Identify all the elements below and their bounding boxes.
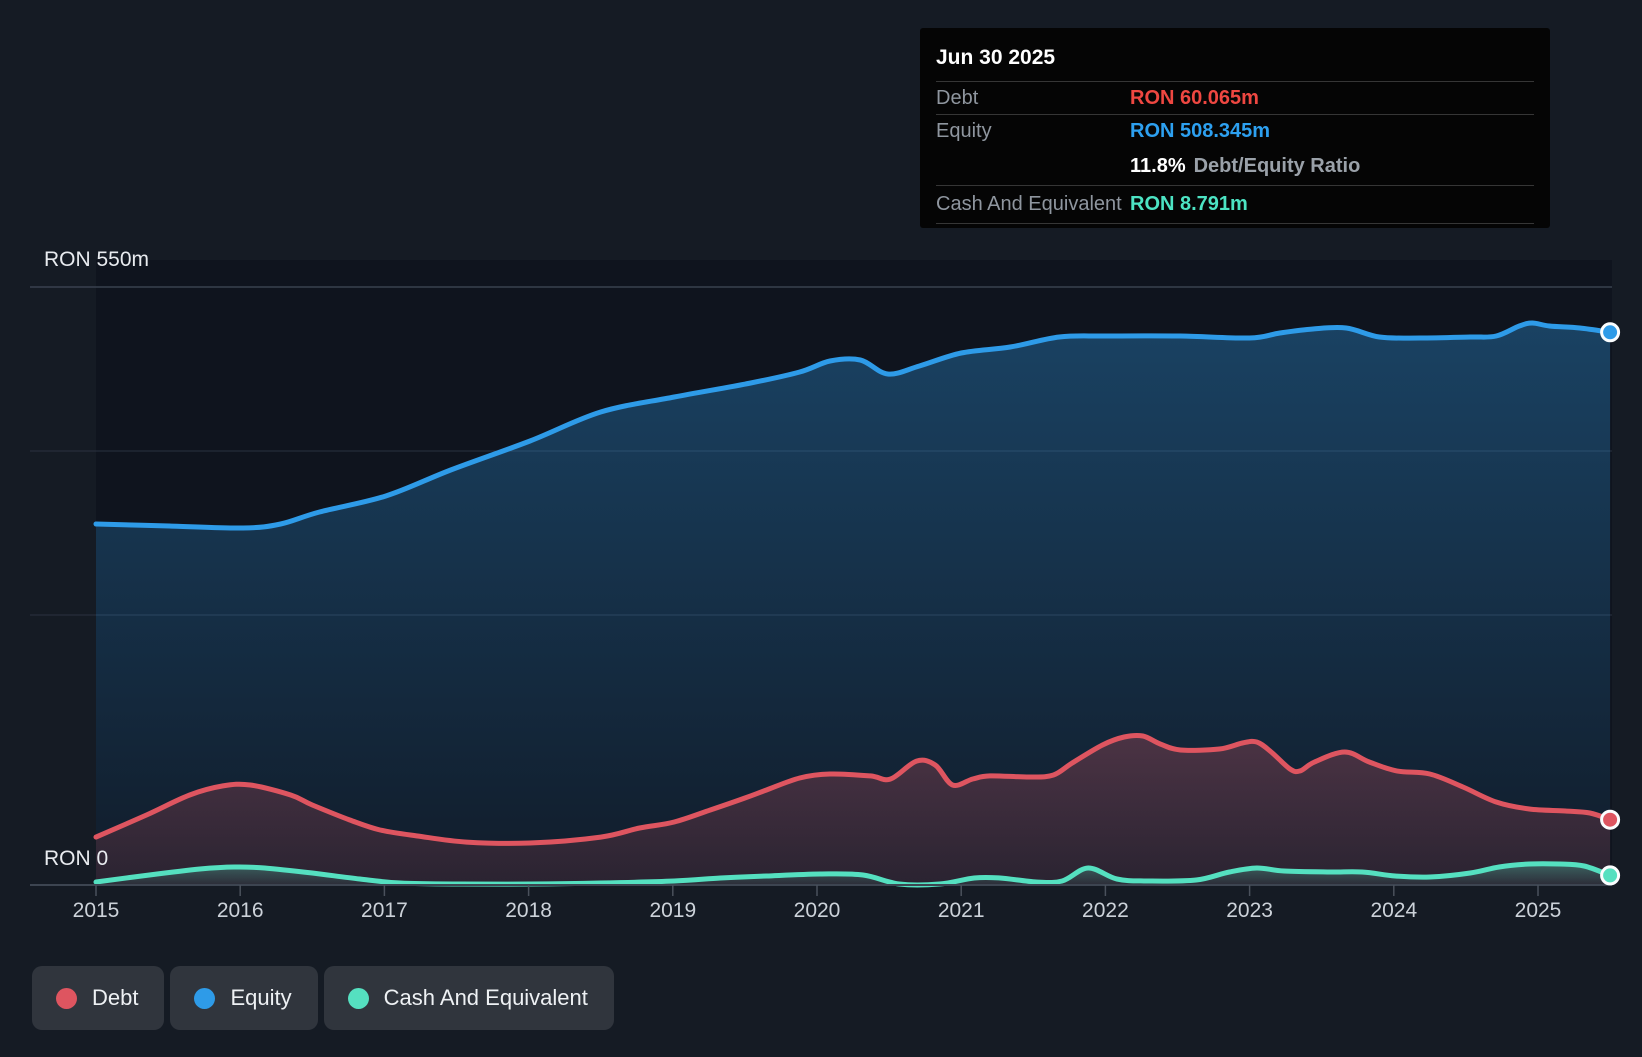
x-axis-label-2015: 2015 [72,899,120,922]
tooltip-date: Jun 30 2025 [936,42,1534,82]
cash-and-equivalent-end-marker[interactable] [1600,865,1621,886]
legend-debt-label: Debt [92,985,139,1010]
equity-end-marker[interactable] [1600,322,1621,343]
legend-cash-label: Cash And Equivalent [383,985,588,1010]
y-axis-zero-label: RON 0 [44,847,109,870]
tooltip-ratio-label: Debt/Equity Ratio [1193,155,1361,177]
debt-end-marker[interactable] [1600,809,1621,830]
x-axis-label-2022: 2022 [1082,899,1129,922]
tooltip-row-debt: Debt RON 60.065m [936,82,1534,115]
x-axis-label-2024: 2024 [1370,899,1418,922]
x-axis-label-2017: 2017 [361,899,408,922]
tooltip-ratio: 11.8% Debt/Equity Ratio [1130,155,1360,178]
x-axis-label-2019: 2019 [649,899,697,922]
tooltip-debt-label: Debt [936,86,979,109]
tooltip-row-equity: Equity RON 508.345m [936,115,1534,148]
tooltip-debt-value: RON 60.065m [1130,86,1259,109]
y-axis-max-label: RON 550m [44,248,150,271]
tooltip-cash-label: Cash And Equivalent [936,193,1122,215]
cash-dot-icon [347,987,369,1009]
tooltip-row-ratio: 11.8% Debt/Equity Ratio [936,148,1534,186]
x-axis-label-2021: 2021 [937,899,985,922]
x-axis-label-2018: 2018 [505,899,552,922]
tooltip-cash-value: RON 8.791m [1130,193,1248,215]
chart-tooltip: Jun 30 2025 Debt RON 60.065m Equity RON … [920,28,1550,228]
legend-item-debt[interactable]: Debt [32,966,165,1030]
tooltip-equity-label: Equity [936,120,992,142]
x-axis-label-2025: 2025 [1514,899,1562,922]
legend-item-equity[interactable]: Equity [170,966,318,1030]
tooltip-row-cash: Cash And Equivalent RON 8.791m [936,186,1534,224]
tooltip-equity-value: RON 508.345m [1130,120,1271,142]
equity-line[interactable] [93,320,1613,531]
x-axis-label-2023: 2023 [1226,899,1273,922]
legend-equity-label: Equity [230,985,292,1010]
legend-item-cash[interactable]: Cash And Equivalent [323,966,614,1030]
x-axis-label-2020: 2020 [793,899,841,922]
x-axis-label-2016: 2016 [216,899,264,922]
debt-line[interactable] [93,732,1613,846]
debt-dot-icon [56,987,77,1009]
tooltip-ratio-value: 11.8% [1130,155,1186,177]
cash-and-equivalent-line[interactable] [93,861,1613,888]
chart-legend: Debt Equity Cash And Equivalent [32,966,614,1030]
equity-dot-icon [194,987,216,1009]
debt-area [96,735,1611,885]
